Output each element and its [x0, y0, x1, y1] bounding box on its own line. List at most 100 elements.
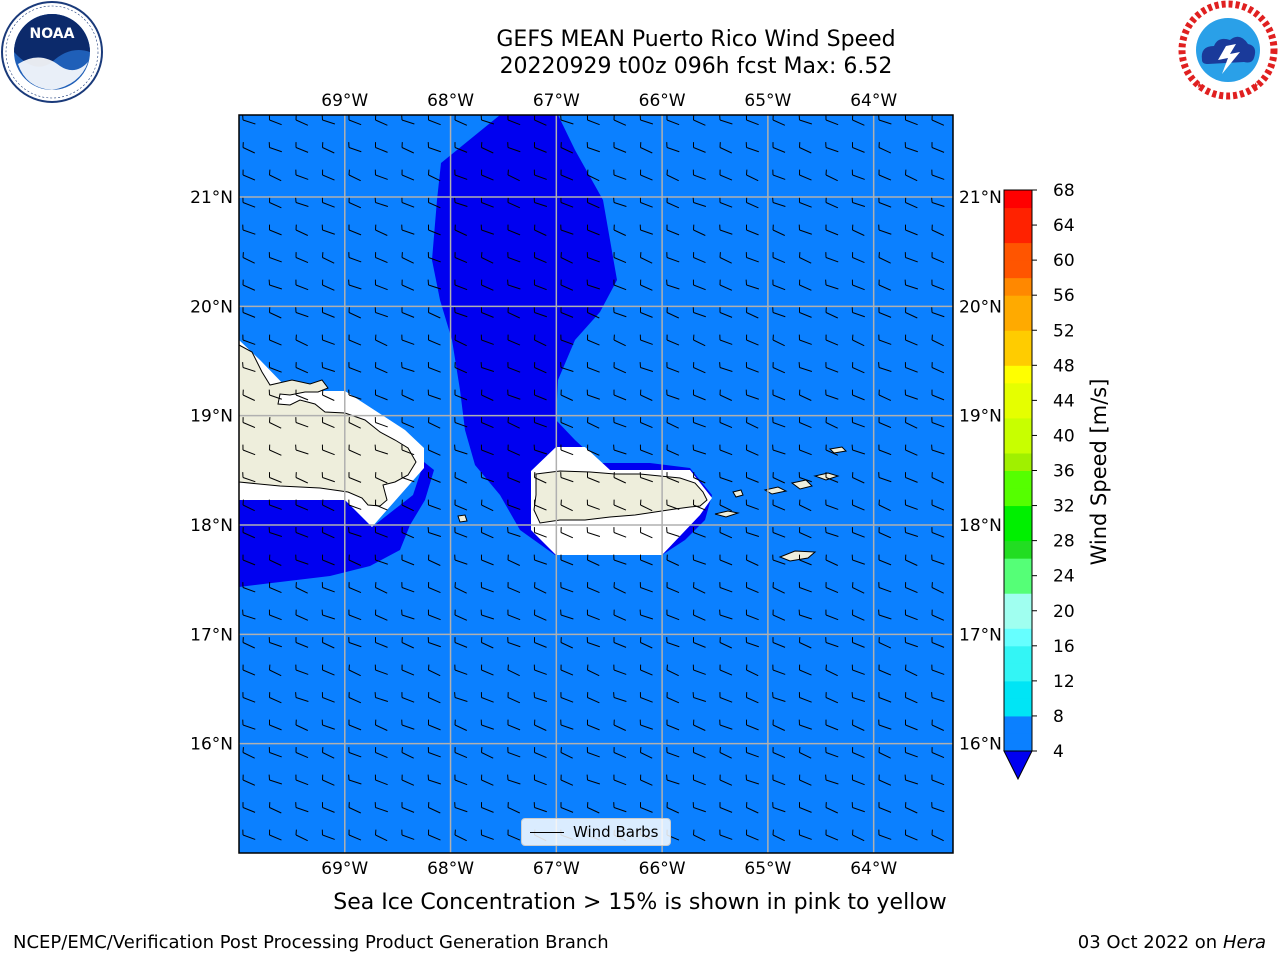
- wind-barb: [666, 747, 680, 758]
- wind-barb: [640, 252, 653, 264]
- wind-barb: [507, 252, 521, 263]
- wind-barb: [772, 802, 786, 813]
- lon-label: 69°W: [321, 859, 368, 879]
- wind-barb: [613, 334, 626, 347]
- wind-barb: [586, 527, 601, 537]
- wind-barb: [507, 197, 521, 209]
- wind-barb: [931, 774, 945, 786]
- wind-barb: [348, 664, 361, 677]
- wind-barb: [242, 747, 255, 759]
- wind-barb: [587, 554, 600, 566]
- wind-barb: [772, 499, 786, 511]
- wind-barb: [693, 582, 706, 594]
- wind-barb: [295, 774, 309, 786]
- wind-barb: [666, 389, 680, 400]
- wind-barb: [481, 169, 494, 181]
- wind-barb: [454, 389, 468, 401]
- wind-barb: [269, 692, 282, 704]
- wind-barb: [692, 774, 706, 786]
- wind-barb: [613, 774, 627, 786]
- wind-barb: [534, 334, 547, 347]
- wind-barb: [587, 334, 600, 346]
- wind-barb: [401, 499, 414, 512]
- wind-barb: [692, 802, 706, 813]
- wind-barb: [931, 527, 945, 538]
- wind-barb: [454, 417, 468, 428]
- lon-label: 68°W: [427, 859, 474, 879]
- colorbar-segment: [1004, 435, 1032, 454]
- wind-barb: [878, 334, 892, 345]
- wind-barb: [666, 362, 680, 373]
- wind-barb: [825, 444, 839, 456]
- wind-barb: [427, 362, 441, 373]
- wind-barb: [639, 582, 653, 593]
- wind-barb: [560, 637, 573, 649]
- wind-barb: [242, 334, 256, 345]
- svg-text:★: ★: [1196, 81, 1203, 90]
- wind-barb: [745, 499, 759, 510]
- wind-barb: [375, 224, 388, 236]
- wind-barb: [322, 499, 335, 512]
- wind-barb: [269, 802, 282, 814]
- wind-barb: [587, 472, 600, 483]
- colorbar-segment: [1004, 312, 1032, 331]
- colorbar-segment: [1004, 715, 1032, 734]
- wind-barb: [719, 224, 733, 235]
- wind-barb: [348, 389, 362, 400]
- wind-barb: [825, 499, 839, 510]
- wind-barb: [772, 307, 786, 318]
- wind-barb: [613, 637, 627, 648]
- wind-barb: [481, 142, 494, 154]
- wind-barb: [586, 499, 600, 510]
- wind-barb: [321, 609, 336, 620]
- wind-barb: [428, 417, 441, 429]
- wind-barb: [322, 307, 335, 318]
- wind-barb: [719, 802, 733, 813]
- wind-barb: [851, 197, 866, 207]
- wind-barb: [852, 499, 865, 511]
- wind-barb: [666, 252, 680, 263]
- colorbar-segment: [1004, 663, 1032, 682]
- wind-barb: [560, 802, 574, 813]
- colorbar-segment: [1004, 610, 1032, 629]
- wind-barb: [269, 554, 282, 566]
- wind-barb: [454, 334, 467, 347]
- wind-barb: [931, 664, 945, 675]
- wind-barb: [719, 252, 732, 264]
- wind-barb: [746, 444, 759, 456]
- wind-barb: [772, 169, 786, 180]
- colorbar-segment: [1004, 295, 1032, 314]
- wind-barb: [242, 802, 256, 813]
- wind-barb: [295, 637, 309, 648]
- wind-barb: [587, 444, 600, 456]
- wind-barb: [878, 554, 892, 566]
- wind-barb: [374, 444, 389, 455]
- wind-barb: [772, 637, 786, 648]
- wind-barb: [242, 554, 256, 566]
- wind-barb: [719, 692, 733, 703]
- wind-barb: [905, 224, 918, 236]
- wind-barb: [454, 142, 468, 153]
- wind-barb: [931, 169, 945, 180]
- wind-barb: [904, 747, 918, 758]
- wind-barb: [427, 609, 441, 621]
- wind-barb: [613, 279, 627, 291]
- wind-barb: [480, 472, 494, 483]
- wind-barb: [428, 224, 441, 236]
- wind-barb: [904, 527, 919, 537]
- wind-barb: [799, 802, 812, 813]
- legend-line-sample: [530, 832, 564, 833]
- wind-barb: [401, 774, 415, 786]
- wind-barb: [507, 279, 521, 290]
- wind-barb: [428, 169, 441, 182]
- lon-label: 68°W: [427, 91, 474, 111]
- wind-barb: [481, 527, 494, 539]
- wind-barb: [242, 279, 256, 291]
- wind-barb: [799, 554, 812, 566]
- wind-barb: [481, 499, 494, 512]
- wind-barb: [507, 664, 520, 677]
- wind-barb: [904, 499, 918, 510]
- wind-barb: [348, 362, 362, 373]
- wind-barb: [825, 252, 839, 263]
- wind-barb: [534, 609, 547, 621]
